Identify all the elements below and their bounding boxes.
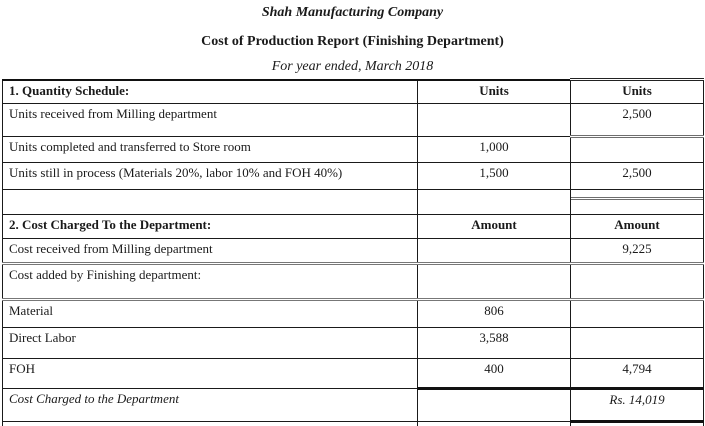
col2-header-cell: Units (417, 78, 571, 104)
col3-header-cell: Amount (570, 214, 704, 239)
report-title: Cost of Production Report (Finishing Dep… (201, 34, 504, 49)
label-cell: FOH (2, 358, 418, 389)
row-units-received: Units received from Milling department 2… (2, 103, 704, 137)
section-title-cell: 1. Quantity Schedule: (2, 78, 418, 104)
col2-value-cell: 1,500 (417, 162, 571, 190)
row-cost-charged-total: Cost Charged to the Department Rs. 14,01… (2, 388, 704, 423)
label-cell: Units received from Milling department (2, 103, 418, 137)
row-cost-received: Cost received from Milling department 9,… (2, 238, 704, 265)
section-title-cell: 2. Cost Charged To the Department: (2, 214, 418, 239)
col3-total-value-cell: Rs. 14,019 (570, 388, 704, 423)
col2-value-cell (417, 388, 571, 422)
row-quantity-schedule-header: 1. Quantity Schedule: Units Units (2, 78, 704, 104)
label-cell: Cost Charged to the Department (2, 388, 418, 422)
label-cell: Direct Labor (2, 327, 418, 359)
col2-value-cell (417, 263, 571, 301)
col3-value-cell (570, 263, 704, 301)
row-foh: FOH 400 4,794 (2, 358, 704, 390)
label-cell: Cost added by Finishing department: (2, 263, 418, 301)
col2-value-cell: 1,000 (417, 136, 571, 163)
col3-value-cell (570, 327, 704, 359)
label-cell (2, 421, 418, 426)
col2-value-cell (417, 238, 571, 265)
col2-value-cell (417, 421, 571, 426)
col2-header-cell: Amount (417, 214, 571, 239)
report-period: For year ended, March 2018 (271, 59, 434, 74)
row-direct-labor: Direct Labor 3,588 (2, 327, 704, 359)
col3-value-cell: 4,794 (570, 358, 704, 390)
col3-value-cell (570, 135, 704, 163)
label-cell: Units still in process (Materials 20%, l… (2, 162, 418, 190)
row-spacer-bottom (2, 421, 704, 426)
col2-value-cell: 400 (417, 358, 571, 390)
col2-value-cell (417, 189, 571, 215)
col3-value-cell (570, 299, 704, 328)
double-underline-rule (571, 197, 703, 200)
label-cell (2, 189, 418, 215)
row-spacer-quantity-total (2, 189, 704, 215)
label-cell: Units completed and transferred to Store… (2, 136, 418, 163)
row-material: Material 806 (2, 299, 704, 328)
cost-of-production-table: 1. Quantity Schedule: Units Units Units … (2, 78, 704, 426)
row-units-in-process: Units still in process (Materials 20%, l… (2, 162, 704, 190)
col3-value-cell: 9,225 (570, 238, 704, 265)
col2-value-cell: 3,588 (417, 327, 571, 359)
col3-value-cell: 2,500 (570, 162, 704, 190)
label-cell: Material (2, 299, 418, 328)
col3-value-cell: 2,500 (570, 103, 704, 137)
col2-value-cell (417, 103, 571, 137)
row-cost-charged-header: 2. Cost Charged To the Department: Amoun… (2, 214, 704, 239)
company-name: Shah Manufacturing Company (261, 5, 444, 20)
col3-header-cell: Units (570, 78, 704, 104)
col3-value-cell (570, 421, 704, 426)
label-cell: Cost received from Milling department (2, 238, 418, 265)
report-header: Shah Manufacturing Company Cost of Produ… (0, 0, 705, 75)
row-cost-added: Cost added by Finishing department: (2, 263, 704, 301)
row-units-completed: Units completed and transferred to Store… (2, 135, 704, 163)
col3-total-underline-cell (570, 189, 704, 215)
col2-value-cell: 806 (417, 299, 571, 328)
